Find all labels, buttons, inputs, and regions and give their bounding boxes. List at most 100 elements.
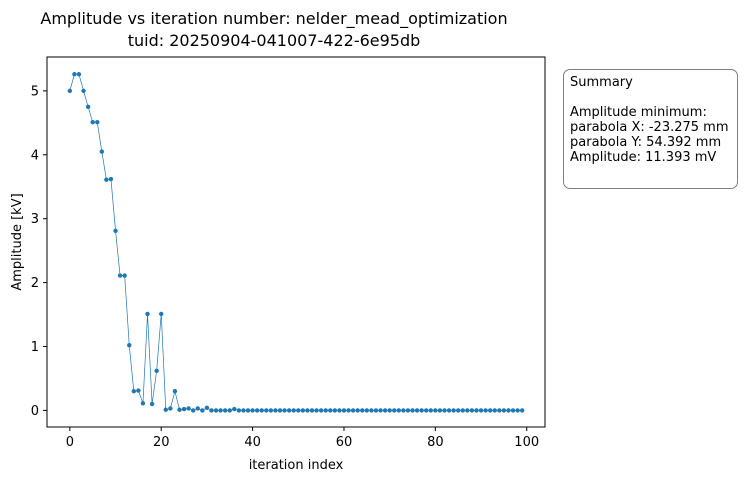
data-point bbox=[104, 177, 109, 182]
data-point bbox=[273, 408, 278, 413]
data-point bbox=[159, 311, 164, 317]
data-point bbox=[245, 408, 251, 413]
data-point bbox=[483, 408, 488, 413]
data-point bbox=[136, 388, 141, 393]
data-point bbox=[250, 408, 255, 413]
data-point bbox=[200, 408, 205, 413]
x-tick-label: 40 bbox=[244, 435, 261, 450]
data-point bbox=[355, 408, 360, 413]
data-point bbox=[455, 408, 461, 413]
data-point bbox=[296, 408, 301, 413]
data-point bbox=[222, 408, 228, 413]
data-point bbox=[236, 408, 242, 413]
data-point bbox=[300, 408, 306, 413]
data-point bbox=[396, 408, 401, 413]
data-point bbox=[81, 88, 86, 94]
data-point bbox=[433, 408, 438, 413]
data-point bbox=[501, 408, 507, 413]
x-tick-label: 0 bbox=[66, 435, 74, 450]
data-point bbox=[85, 104, 91, 110]
data-point bbox=[337, 408, 342, 413]
data-point bbox=[373, 408, 379, 413]
data-point bbox=[515, 408, 520, 413]
data-point bbox=[113, 228, 118, 234]
data-point bbox=[378, 408, 383, 413]
data-point bbox=[474, 408, 479, 413]
data-point bbox=[401, 408, 406, 413]
data-point bbox=[154, 368, 159, 373]
data-point bbox=[437, 408, 443, 413]
data-point bbox=[127, 343, 132, 348]
x-tick-label: 20 bbox=[153, 435, 170, 450]
data-point bbox=[241, 408, 246, 413]
summary-amplitude-minimum: Amplitude minimum: bbox=[570, 105, 707, 120]
data-point bbox=[95, 119, 100, 125]
y-tick-label: 5 bbox=[31, 84, 39, 99]
y-tick-label: 0 bbox=[31, 404, 39, 419]
data-point bbox=[419, 408, 424, 413]
data-point bbox=[506, 408, 511, 413]
data-point bbox=[122, 273, 127, 278]
data-point bbox=[424, 408, 429, 413]
y-tick-label: 1 bbox=[31, 340, 39, 355]
summary-box: Summary Amplitude minimum: parabola X: -… bbox=[563, 69, 738, 189]
data-point bbox=[405, 408, 411, 413]
data-point bbox=[254, 408, 260, 413]
chart-title: Amplitude vs iteration number: nelder_me… bbox=[40, 9, 507, 29]
data-point bbox=[510, 408, 516, 413]
data-point bbox=[341, 408, 347, 413]
data-point bbox=[392, 408, 397, 413]
data-point bbox=[259, 408, 264, 413]
data-point bbox=[492, 408, 497, 413]
data-point bbox=[286, 408, 292, 413]
data-point bbox=[410, 408, 415, 413]
plot-frame bbox=[46, 56, 546, 428]
y-tick-label: 3 bbox=[31, 212, 39, 227]
data-point bbox=[204, 405, 210, 411]
data-point bbox=[186, 406, 191, 411]
data-point bbox=[369, 408, 374, 413]
data-point bbox=[465, 408, 470, 413]
data-point bbox=[268, 408, 274, 413]
data-point bbox=[350, 408, 356, 413]
data-point bbox=[428, 408, 433, 413]
data-point bbox=[487, 408, 493, 413]
summary-amplitude: Amplitude: 11.393 mV bbox=[570, 150, 717, 165]
data-point bbox=[108, 176, 114, 182]
data-point bbox=[519, 408, 525, 413]
data-point bbox=[163, 407, 168, 412]
series-line bbox=[69, 73, 523, 411]
data-point bbox=[277, 408, 283, 413]
data-point bbox=[442, 408, 447, 413]
data-point bbox=[181, 406, 187, 412]
data-point bbox=[364, 408, 370, 413]
data-point bbox=[76, 72, 82, 77]
data-point bbox=[346, 408, 351, 413]
data-point bbox=[140, 401, 146, 406]
data-point bbox=[332, 408, 338, 413]
data-point bbox=[382, 408, 388, 413]
summary-heading: Summary bbox=[570, 75, 633, 90]
x-tick-label: 80 bbox=[427, 435, 444, 450]
data-point bbox=[309, 408, 315, 413]
data-point bbox=[446, 408, 452, 413]
data-point bbox=[191, 408, 196, 413]
data-point bbox=[117, 273, 123, 278]
data-point bbox=[282, 408, 287, 413]
data-point bbox=[149, 401, 155, 407]
data-point bbox=[305, 408, 310, 413]
x-tick-label: 60 bbox=[336, 435, 353, 450]
data-point bbox=[227, 408, 232, 413]
data-point bbox=[387, 408, 392, 413]
data-point bbox=[469, 408, 475, 413]
data-point bbox=[67, 88, 73, 94]
x-axis-label: iteration index bbox=[249, 458, 344, 473]
data-point bbox=[168, 406, 173, 411]
data-point bbox=[478, 408, 484, 413]
data-point bbox=[99, 149, 105, 154]
data-point bbox=[318, 408, 324, 413]
data-point bbox=[314, 408, 319, 413]
data-point bbox=[323, 408, 328, 413]
data-point bbox=[213, 408, 219, 413]
